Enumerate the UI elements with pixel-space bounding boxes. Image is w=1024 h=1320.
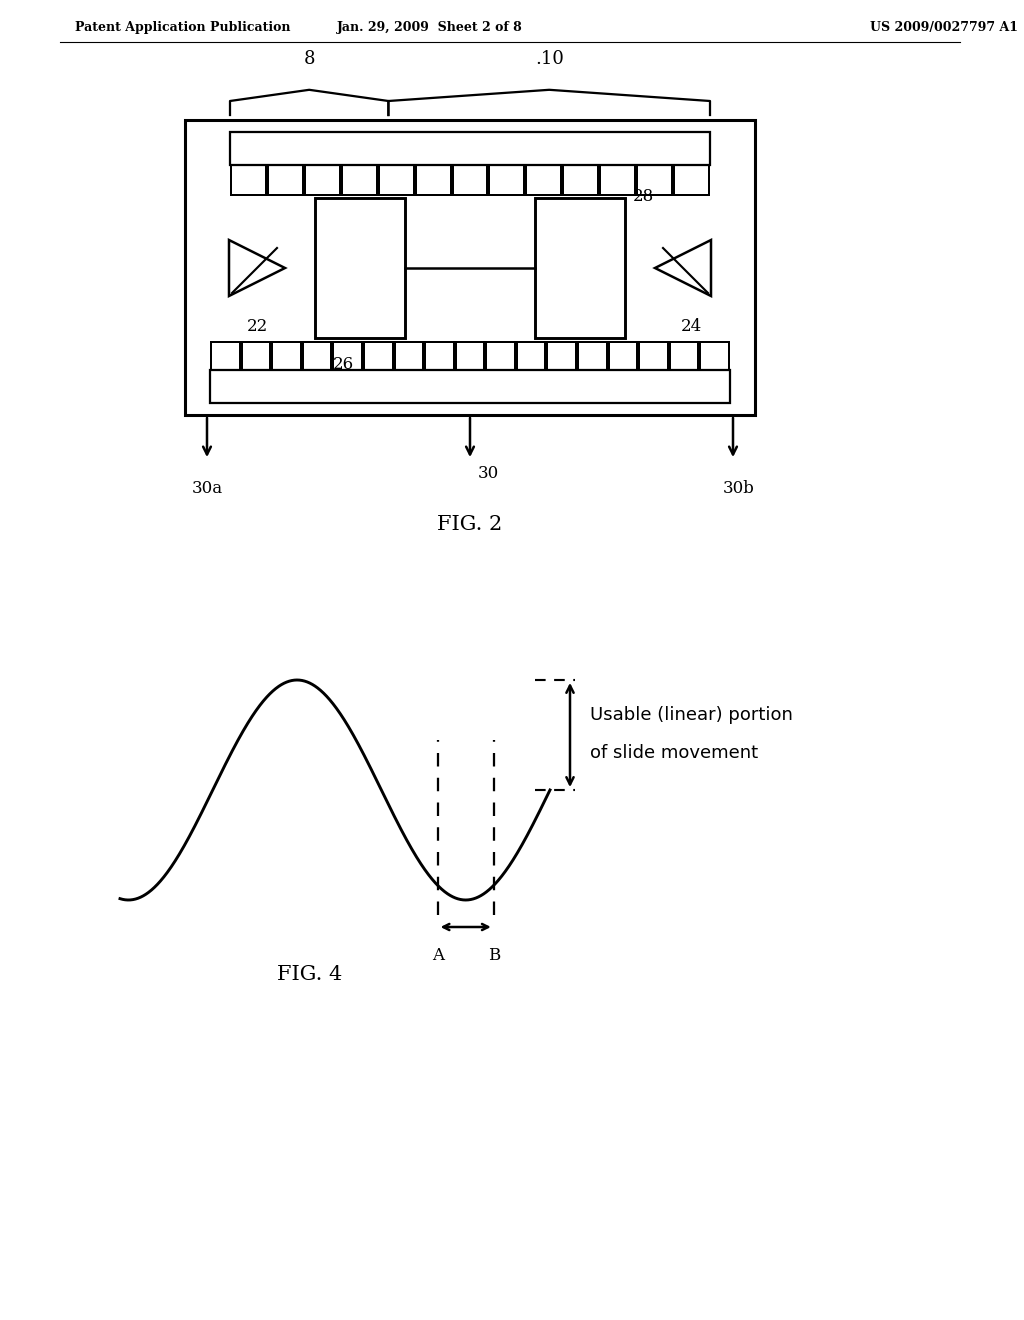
Bar [600,165,635,195]
Text: Patent Application Publication: Patent Application Publication [75,21,291,33]
Text: US 2009/0027797 A1: US 2009/0027797 A1 [870,21,1018,33]
Text: FIG. 2: FIG. 2 [437,516,503,535]
Text: of slide movement: of slide movement [590,744,758,762]
Text: 22: 22 [247,318,267,335]
Text: Usable (linear) portion: Usable (linear) portion [590,706,793,723]
Bar [548,342,577,370]
Bar [639,342,668,370]
Bar [272,342,301,370]
Bar [535,198,625,338]
Bar [670,342,698,370]
Bar [456,342,484,370]
Bar [303,342,332,370]
Bar [334,342,361,370]
Bar [394,342,423,370]
Bar [486,342,515,370]
Bar [315,198,406,338]
Bar [242,342,270,370]
Bar [674,165,709,195]
Bar [579,342,606,370]
Text: 26: 26 [333,356,354,374]
Text: A: A [432,946,443,964]
Bar [210,370,730,403]
Text: 30b: 30b [723,480,755,498]
Bar [231,165,266,195]
Bar [608,342,637,370]
Bar [305,165,340,195]
Bar [342,165,377,195]
Text: 8: 8 [303,50,315,67]
Bar [268,165,303,195]
Bar [453,165,487,195]
Bar [230,132,710,165]
Bar [526,165,561,195]
Bar [211,342,240,370]
Bar [637,165,672,195]
Bar [185,120,755,414]
Bar [517,342,546,370]
Text: 30a: 30a [193,480,223,498]
Text: 28: 28 [633,187,654,205]
Bar [379,165,414,195]
Text: B: B [487,946,500,964]
Text: .10: .10 [535,50,563,67]
Bar [563,165,598,195]
Bar [416,165,451,195]
Text: 30: 30 [478,465,500,482]
Bar [700,342,729,370]
Text: Jan. 29, 2009  Sheet 2 of 8: Jan. 29, 2009 Sheet 2 of 8 [337,21,523,33]
Bar [425,342,454,370]
Bar [364,342,392,370]
Text: 24: 24 [680,318,701,335]
Bar [489,165,524,195]
Text: FIG. 4: FIG. 4 [278,965,343,985]
